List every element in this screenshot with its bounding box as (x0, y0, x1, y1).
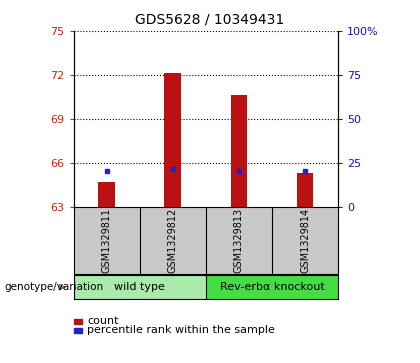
Bar (206, 275, 338, 299)
Bar (165, 73, 181, 207)
Text: GSM1329813: GSM1329813 (234, 208, 244, 273)
Bar (231, 95, 247, 207)
Bar (74, 275, 206, 299)
Text: GSM1329812: GSM1329812 (168, 208, 178, 273)
Text: count: count (87, 316, 118, 326)
Text: GDS5628 / 10349431: GDS5628 / 10349431 (135, 13, 285, 27)
Text: GSM1329814: GSM1329814 (300, 208, 310, 273)
Bar (98, 182, 115, 207)
Text: percentile rank within the sample: percentile rank within the sample (87, 325, 275, 335)
Text: wild type: wild type (114, 282, 165, 292)
Text: GSM1329811: GSM1329811 (102, 208, 112, 273)
Text: genotype/variation: genotype/variation (4, 282, 103, 292)
Bar (297, 173, 313, 207)
Text: Rev-erbα knockout: Rev-erbα knockout (220, 282, 324, 292)
